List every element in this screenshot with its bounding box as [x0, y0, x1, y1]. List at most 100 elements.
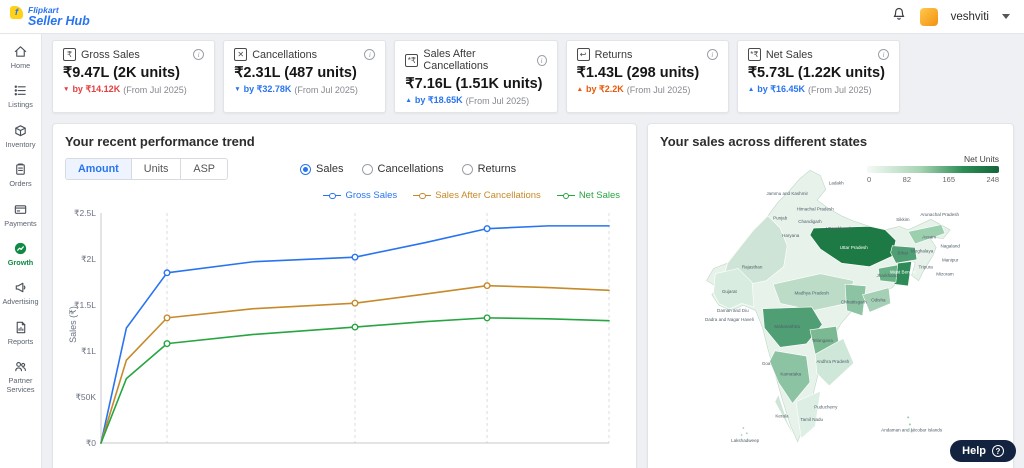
svg-text:₹2.5L: ₹2.5L: [74, 208, 96, 218]
legend-tick: 0: [867, 175, 872, 184]
kpi-card-sales-after-cancellations: *₹ Sales After Cancellations ₹7.16L (1.5…: [394, 40, 558, 113]
india-choropleth-map[interactable]: Ladakh Jammu and Kashmir Himachal Pradesh P…: [661, 165, 1001, 463]
kpi-value: ₹7.16L (1.51K units): [405, 76, 543, 92]
main-content: ₹ Gross Sales ₹9.47L (2K units) ▼by ₹14.…: [42, 34, 1024, 468]
state-odisha: [861, 287, 891, 313]
trend-tab-group: Amount Units ASP: [65, 158, 228, 180]
radio-sales[interactable]: Sales: [300, 163, 344, 175]
map-gradient-bar: [867, 166, 999, 173]
state-label: Manipur: [941, 257, 958, 262]
tab-amount[interactable]: Amount: [66, 159, 131, 179]
down-arrow-icon: ▼: [63, 86, 70, 93]
state-label: Chandigarh: [798, 219, 822, 224]
state-label: Gujarat: [721, 289, 737, 294]
info-icon[interactable]: [193, 49, 205, 60]
kpi-delta: by ₹32.78K: [243, 84, 292, 94]
kpi-delta: by ₹14.12K: [72, 84, 121, 94]
state-label: Uttar Pradesh: [839, 245, 868, 250]
up-arrow-icon: ▲: [747, 86, 755, 93]
performance-trend-panel: Your recent performance trend Amount Uni…: [52, 123, 637, 468]
reports-document-icon: [16, 321, 26, 333]
tab-units[interactable]: Units: [130, 159, 181, 179]
kpi-delta: by ₹18.65K: [414, 95, 463, 105]
sidebar-item-partner-services[interactable]: Partner Services: [0, 353, 41, 401]
line-marker-icon: [413, 192, 432, 199]
info-icon[interactable]: [706, 49, 718, 60]
kpi-value: ₹1.43L (298 units): [576, 65, 700, 81]
down-arrow-icon: ▼: [234, 86, 241, 93]
info-icon[interactable]: [878, 49, 890, 60]
state-label: Tamil Nadu: [800, 417, 823, 422]
state-label: Chhattisgarh: [840, 299, 866, 304]
growth-chart-icon: [14, 242, 27, 255]
kpi-card-gross-sales: ₹ Gross Sales ₹9.47L (2K units) ▼by ₹14.…: [52, 40, 216, 113]
y-axis-label: Sales (₹): [67, 306, 78, 343]
chevron-down-icon[interactable]: [1002, 14, 1010, 19]
svg-text:₹1L: ₹1L: [81, 346, 96, 356]
state-tamil-nadu: [795, 390, 821, 440]
sidebar-item-growth[interactable]: Growth: [0, 235, 41, 274]
radio-returns[interactable]: Returns: [461, 163, 516, 175]
state-label: Jammu and Kashmir: [766, 191, 808, 196]
state-label: Dadra and Nagar Haveli: [704, 317, 753, 322]
top-header: f Flipkart Seller Hub veshviti: [0, 0, 1024, 34]
info-icon[interactable]: [536, 54, 547, 66]
inventory-box-icon: [15, 125, 26, 136]
user-avatar[interactable]: [919, 7, 938, 26]
info-icon[interactable]: [364, 49, 376, 60]
legend-sales-after-cancellations[interactable]: Sales After Cancellations: [413, 190, 541, 201]
payments-card-icon: [14, 204, 27, 214]
help-button[interactable]: Help: [950, 440, 1016, 462]
cancel-icon: ✕: [234, 48, 248, 61]
kpi-value: ₹9.47L (2K units): [63, 65, 180, 81]
brand-seller-hub: Seller Hub: [28, 14, 90, 28]
state-bihar: [889, 245, 917, 264]
notification-bell-icon[interactable]: [891, 6, 907, 27]
sidebar-item-orders[interactable]: Orders: [0, 156, 41, 195]
home-icon: [14, 46, 27, 57]
partner-services-people-icon: [15, 362, 26, 372]
state-label: Meghalaya: [911, 249, 934, 254]
legend-net-sales[interactable]: Net Sales: [556, 190, 620, 201]
state-assam: [907, 224, 945, 245]
sidebar-item-home[interactable]: Home: [0, 38, 41, 77]
kpi-period: (From Jul 2025): [465, 95, 530, 106]
kpi-title: Cancellations: [252, 48, 318, 61]
username[interactable]: veshviti: [950, 10, 989, 23]
state-labels: Ladakh Jammu and Kashmir Himachal Pradesh P…: [704, 180, 959, 443]
kpi-value: ₹2.31L (487 units): [234, 65, 357, 81]
radio-dot-icon: [361, 163, 373, 175]
map-legend: Net Units 0 82 165 248: [867, 154, 999, 184]
line-marker-icon: [556, 192, 575, 199]
state-sales-map-panel: Your sales across different states Net U…: [647, 123, 1014, 468]
flipkart-seller-hub-logo[interactable]: f Flipkart Seller Hub: [10, 5, 90, 28]
state-maharashtra: [761, 306, 823, 348]
legend-tick: 82: [902, 175, 911, 184]
line-marker-icon: [323, 192, 342, 199]
legend-gross-sales[interactable]: Gross Sales: [323, 190, 397, 201]
radio-dot-icon: [461, 163, 473, 175]
svg-text:₹50K: ₹50K: [75, 392, 96, 402]
state-label: Karnataka: [780, 371, 801, 376]
kpi-value: ₹5.73L (1.22K units): [747, 65, 885, 81]
state-label: Bihar: [897, 250, 908, 255]
state-label: West Bengal: [890, 270, 916, 275]
state-label: Haryana: [782, 233, 800, 238]
tab-asp[interactable]: ASP: [180, 159, 227, 179]
kpi-delta: by ₹16.45K: [757, 84, 806, 94]
sidebar-item-reports[interactable]: Reports: [0, 314, 41, 353]
sidebar-item-advertising[interactable]: Advertising: [0, 274, 41, 313]
orders-clipboard-icon: [16, 163, 25, 175]
sidebar-item-inventory[interactable]: Inventory: [0, 117, 41, 156]
up-arrow-icon: ▲: [576, 86, 584, 93]
state-label: Odisha: [871, 298, 886, 303]
trend-metric-radios: Sales Cancellations Returns: [300, 163, 516, 175]
radio-cancellations[interactable]: Cancellations: [361, 163, 444, 175]
rupee-icon: ₹: [63, 48, 76, 61]
sidebar-item-payments[interactable]: Payments: [0, 196, 41, 235]
up-arrow-icon: ▲: [405, 97, 412, 104]
sidebar-item-listings[interactable]: Listings: [0, 77, 41, 116]
kpi-title: Net Sales: [765, 48, 813, 61]
island-dots: [740, 416, 913, 436]
state-label: Rajasthan: [741, 264, 762, 269]
